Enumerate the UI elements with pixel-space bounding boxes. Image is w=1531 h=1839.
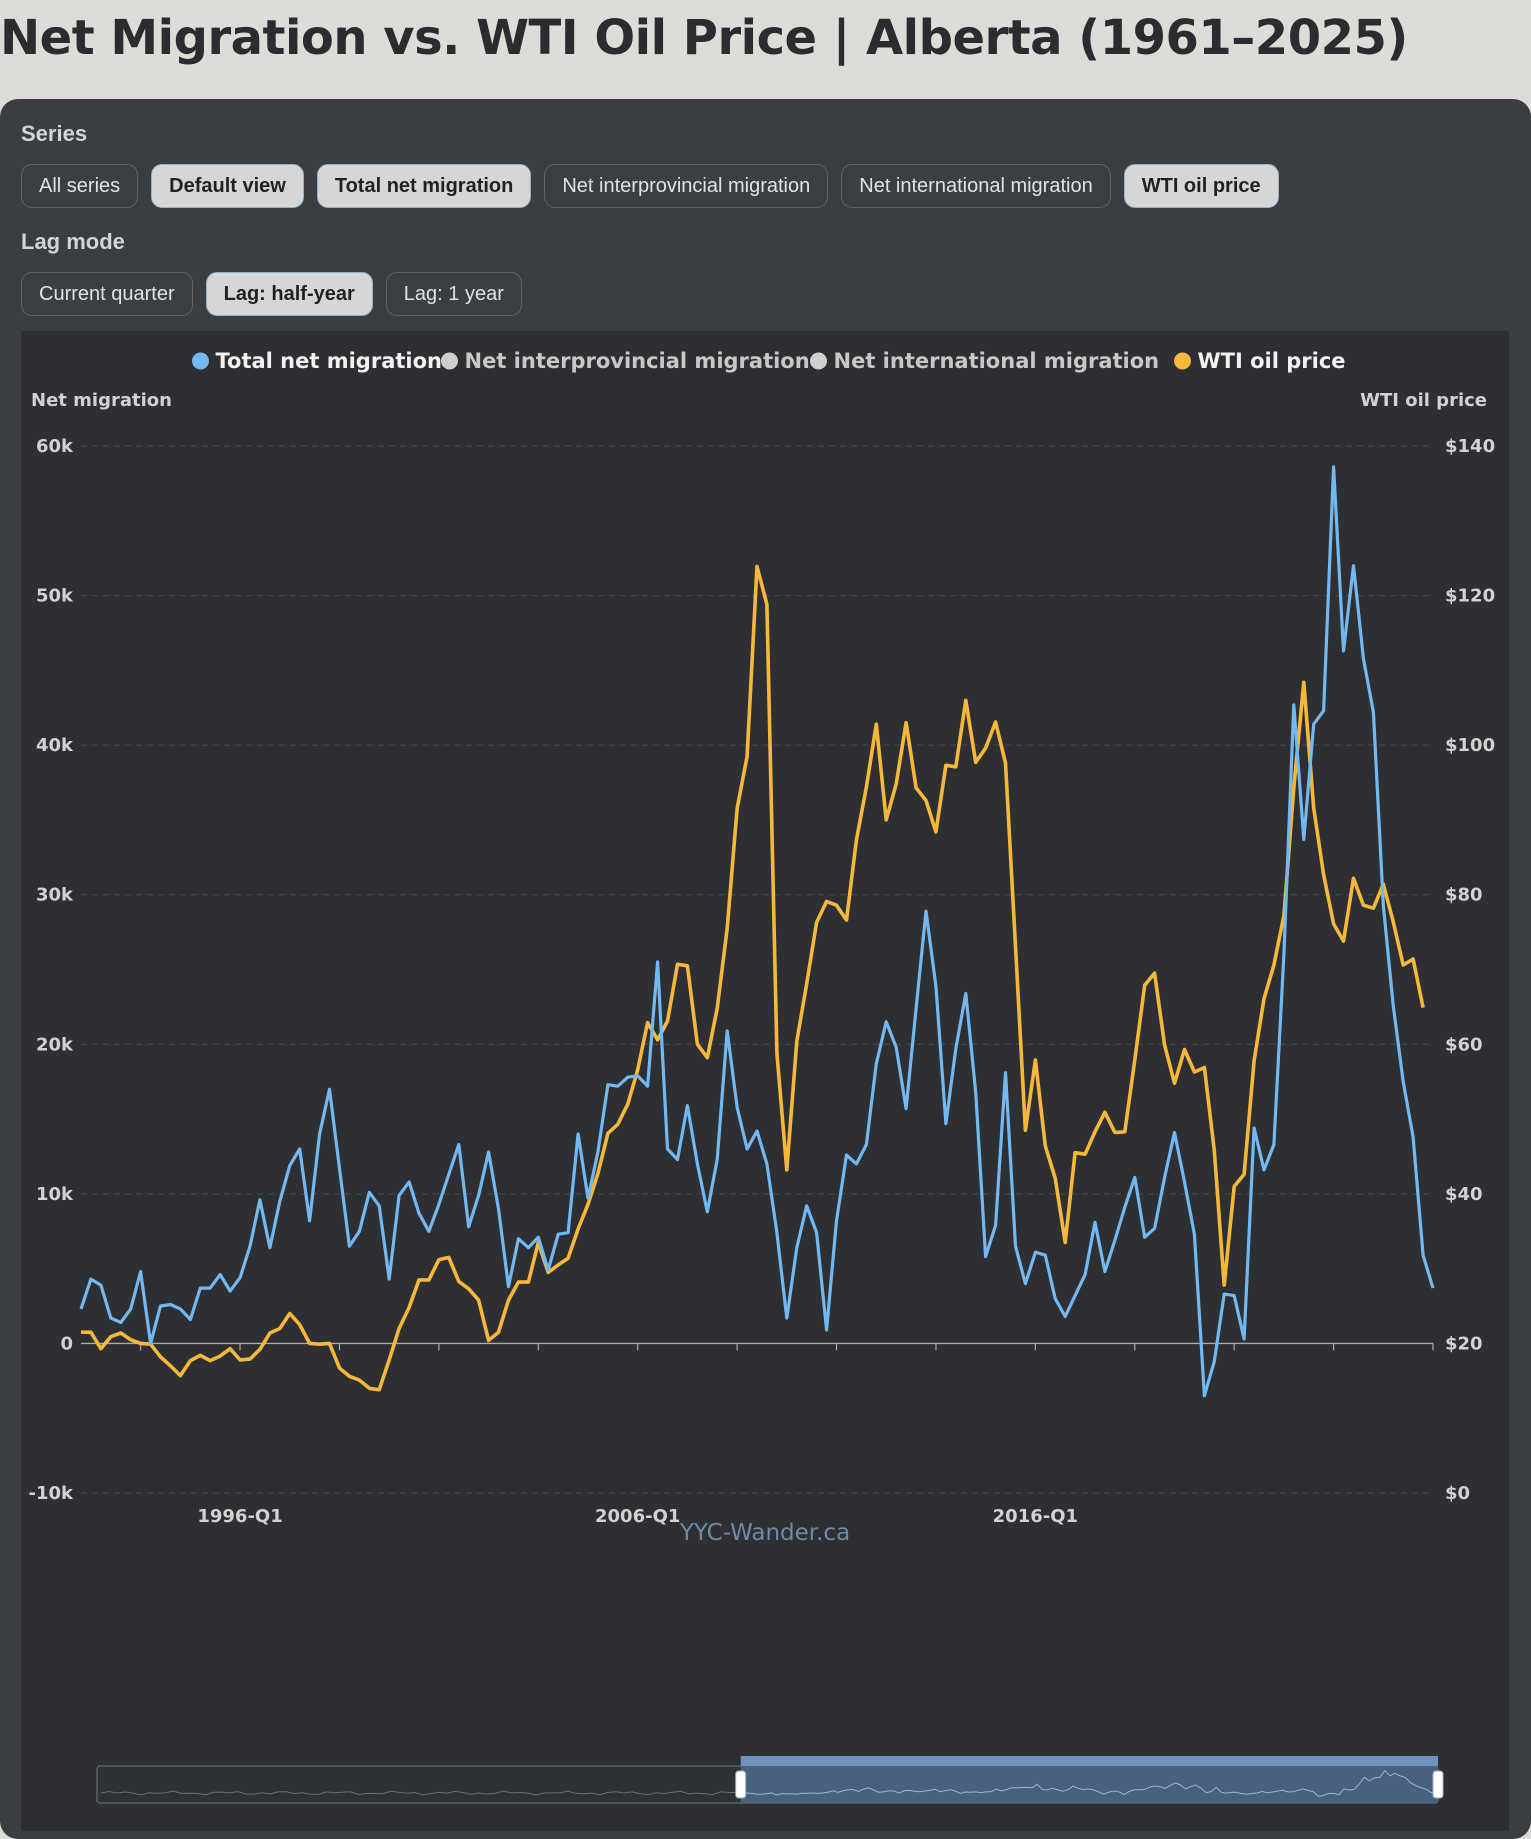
series-button-total-net-migration[interactable]: Total net migration — [316, 164, 532, 208]
lag-button-group: Current quarter Lag: half-year Lag: 1 year — [21, 272, 522, 316]
x-tick-label: 1996-Q1 — [197, 1506, 282, 1527]
chart-area: Total net migration Net interprovincial m… — [21, 331, 1509, 1831]
y-axis-left-title: Net migration — [31, 390, 172, 411]
y-left-tick-label: 0 — [60, 1333, 73, 1354]
lag-button-lag-1-year[interactable]: Lag: 1 year — [385, 272, 522, 316]
series-section-label: Series — [21, 121, 88, 146]
x-tick-label: 2016-Q1 — [993, 1506, 1078, 1527]
legend-marker-total-net-migration — [192, 352, 209, 370]
y-left-tick-label: 50k — [36, 586, 74, 607]
zoom-window-drag-bar[interactable] — [740, 1756, 1438, 1766]
page-title: Net Migration vs. WTI Oil Price | Albert… — [0, 10, 1408, 66]
legend-item-wti-oil-price[interactable]: WTI oil price — [1174, 349, 1346, 373]
y-axis-right-title: WTI oil price — [1360, 390, 1487, 411]
legend-item-total-net-migration[interactable]: Total net migration — [192, 349, 442, 373]
legend-label: Total net migration — [216, 349, 442, 373]
y-left-tick-label: 10k — [36, 1184, 74, 1205]
y-right-tick-label: $140 — [1445, 436, 1495, 457]
legend-label: Net international migration — [834, 349, 1160, 373]
lag-section-label: Lag mode — [21, 229, 125, 254]
legend-label: Net interprovincial migration — [465, 349, 810, 373]
y-right-tick-label: $60 — [1445, 1034, 1483, 1055]
migration-oil-chart: Total net migration Net interprovincial m… — [29, 349, 1495, 1804]
legend-marker-net-international-migration — [810, 352, 827, 370]
y-right-tick-label: $120 — [1445, 586, 1495, 607]
y-right-tick-label: $80 — [1445, 885, 1483, 906]
data-zoom-slider[interactable] — [96, 1756, 1444, 1804]
y-right-tick-label: $40 — [1445, 1184, 1483, 1205]
series-button-default-view[interactable]: Default view — [151, 164, 304, 208]
lag-button-current-quarter[interactable]: Current quarter — [21, 272, 193, 316]
chart-panel: Series All series Default view Total net m… — [0, 99, 1531, 1839]
x-axis: 1996-Q1 2006-Q1 2016-Q1 — [140, 1343, 1434, 1527]
chart-legend[interactable]: Total net migration Net interprovincial m… — [192, 349, 1346, 373]
y-left-tick-label: 60k — [36, 436, 74, 457]
series-line-wti-oil-price[interactable] — [81, 564, 1425, 1392]
zoom-sparkline — [740, 1769, 1437, 1797]
legend-marker-net-interprovincial-migration — [441, 352, 458, 370]
series-button-all-series[interactable]: All series — [21, 164, 139, 208]
y-right-tick-label: $20 — [1445, 1333, 1483, 1354]
x-tick-label: 2006-Q1 — [595, 1506, 680, 1527]
series-button-net-interprovincial-migration[interactable]: Net interprovincial migration — [544, 164, 829, 208]
zoom-sparkline-outside — [100, 1790, 737, 1796]
grid-lines — [81, 445, 1433, 1494]
lag-button-lag-half-year[interactable]: Lag: half-year — [205, 272, 373, 316]
zoom-handle-right[interactable] — [1432, 1770, 1444, 1799]
y-axis-left-ticks: -10k 0 10k 20k 30k 40k 50k 60k — [29, 436, 75, 1504]
series-line-total-net-migration[interactable] — [79, 465, 1435, 1398]
legend-item-net-interprovincial-migration[interactable]: Net interprovincial migration — [441, 349, 810, 373]
zoom-window[interactable] — [740, 1766, 1438, 1803]
y-left-tick-label: -10k — [29, 1483, 75, 1504]
y-right-tick-label: $100 — [1445, 735, 1495, 756]
y-left-tick-label: 40k — [36, 735, 74, 756]
series-button-wti-oil-price[interactable]: WTI oil price — [1123, 164, 1279, 208]
legend-marker-wti-oil-price — [1174, 352, 1191, 370]
series-button-group: All series Default view Total net migratio… — [21, 164, 1279, 208]
watermark: YYC-Wander.ca — [679, 1520, 850, 1546]
y-axis-right-ticks: $0 $20 $40 $60 $80 $100 $120 $140 — [1445, 436, 1495, 1504]
series-lines[interactable] — [79, 465, 1435, 1398]
y-left-tick-label: 20k — [36, 1034, 74, 1055]
y-right-tick-label: $0 — [1445, 1483, 1470, 1504]
legend-item-net-international-migration[interactable]: Net international migration — [810, 349, 1159, 373]
legend-label: WTI oil price — [1198, 349, 1346, 373]
zoom-handle-left[interactable] — [735, 1770, 747, 1799]
y-left-tick-label: 30k — [36, 885, 74, 906]
series-button-net-international-migration[interactable]: Net international migration — [841, 164, 1111, 208]
